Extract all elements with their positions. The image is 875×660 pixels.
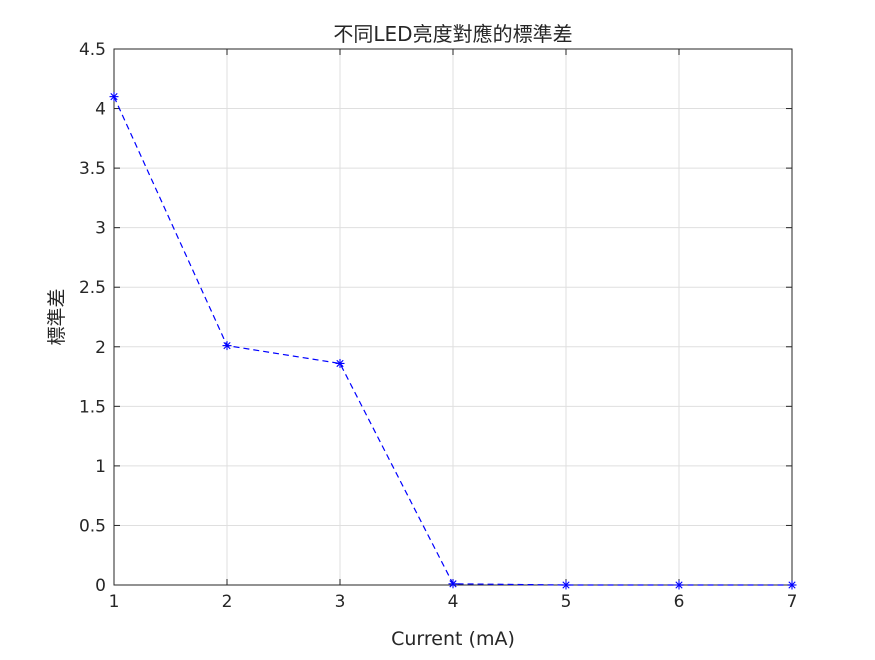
data-point-marker xyxy=(335,358,345,368)
y-tick-label: 0.5 xyxy=(79,516,106,536)
x-tick-label: 6 xyxy=(674,592,685,612)
chart-title: 不同LED亮度對應的標準差 xyxy=(333,22,572,46)
y-tick-label: 4.5 xyxy=(79,40,106,60)
x-tick-label: 3 xyxy=(335,592,346,612)
y-tick-label: 3 xyxy=(95,219,106,239)
data-point-marker xyxy=(561,580,571,590)
y-axis-label: 標準差 xyxy=(46,288,68,345)
marker-stroke xyxy=(110,93,118,101)
marker-stroke xyxy=(449,580,457,588)
y-tick-label: 3.5 xyxy=(79,159,106,179)
marker-stroke xyxy=(562,581,570,589)
data-point-marker xyxy=(222,341,232,351)
data-point-marker xyxy=(674,580,684,590)
marker-stroke xyxy=(336,359,344,368)
x-axis-label: Current (mA) xyxy=(391,628,515,650)
series-layer xyxy=(109,92,797,590)
y-tick-label: 1.5 xyxy=(79,397,106,417)
x-tick-label: 7 xyxy=(787,592,798,612)
y-tick-label: 1 xyxy=(95,457,106,477)
x-tick-label: 4 xyxy=(448,592,459,612)
marker-stroke xyxy=(788,581,796,589)
y-tick-label: 2 xyxy=(95,338,106,358)
x-tick-label: 1 xyxy=(109,592,120,612)
x-tick-label: 2 xyxy=(222,592,233,612)
data-point-marker xyxy=(448,579,458,589)
y-tick-label: 4 xyxy=(95,100,106,120)
y-tick-label: 2.5 xyxy=(79,278,106,298)
marker-stroke xyxy=(223,341,231,350)
data-point-marker xyxy=(109,92,119,102)
y-tick-label: 0 xyxy=(95,576,106,596)
marker-stroke xyxy=(675,581,683,589)
data-point-marker xyxy=(787,580,797,590)
x-tick-label: 5 xyxy=(561,592,572,612)
axis-ticks: 1 2 3 4 5 6 7 0 0.5 1 1.5 2 2.5 3 3.5 4 4.5 xyxy=(79,40,797,612)
